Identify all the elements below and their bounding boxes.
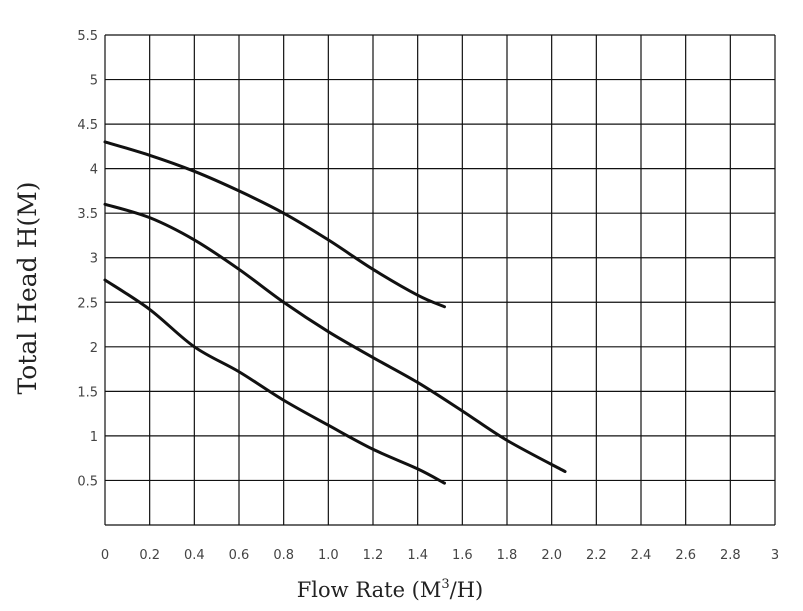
x-tick-label: 1.8 — [497, 548, 518, 563]
y-tick-labels: 0.5 1 1.5 2 2.5 3 3.5 4 4.5 5 5.5 — [77, 29, 98, 489]
x-tick-label: 2.2 — [586, 548, 607, 563]
y-tick-label: 2 — [90, 341, 98, 356]
curve-1 — [103, 140, 446, 309]
x-tick-label: 1.2 — [363, 548, 384, 563]
y-tick-label: 1.5 — [77, 385, 98, 400]
y-tick-label: 0.5 — [77, 474, 98, 489]
performance-curves — [103, 140, 567, 485]
x-tick-label: 1.4 — [407, 548, 428, 563]
x-tick-label: 1.6 — [452, 548, 473, 563]
curve-2 — [103, 202, 567, 474]
x-tick-label: 3 — [771, 548, 779, 563]
x-tick-label: 2.4 — [631, 548, 652, 563]
x-axis-title: Flow Rate (M3/H) — [297, 577, 484, 602]
plot-grid — [104, 34, 776, 526]
y-tick-label: 5 — [90, 74, 98, 89]
curve-3 — [103, 278, 446, 485]
y-tick-label: 4 — [90, 163, 98, 178]
y-tick-label: 5.5 — [77, 29, 98, 44]
x-tick-label: 0.8 — [273, 548, 294, 563]
y-axis-title: Total Head H(M) — [13, 181, 42, 394]
x-tick-label: 2.6 — [675, 548, 696, 563]
x-tick-label: 0.2 — [139, 548, 160, 563]
y-tick-label: 3.5 — [77, 207, 98, 222]
x-tick-label: 0.4 — [184, 548, 205, 563]
x-axis-title-superscript: 3 — [441, 577, 449, 592]
x-tick-label: 0.6 — [229, 548, 250, 563]
y-tick-label: 4.5 — [77, 118, 98, 133]
x-tick-label: 2.0 — [541, 548, 562, 563]
x-tick-labels: 0 0.2 0.4 0.6 0.8 1.0 1.2 1.4 1.6 1.8 2.0 2.2 2.4 2.6… — [101, 548, 779, 563]
x-tick-label: 0 — [101, 548, 109, 563]
y-tick-label: 1 — [90, 430, 98, 445]
x-tick-label: 2.8 — [720, 548, 741, 563]
y-tick-label: 2.5 — [77, 296, 98, 311]
y-tick-label: 3 — [90, 252, 98, 267]
x-tick-label: 1.0 — [318, 548, 339, 563]
